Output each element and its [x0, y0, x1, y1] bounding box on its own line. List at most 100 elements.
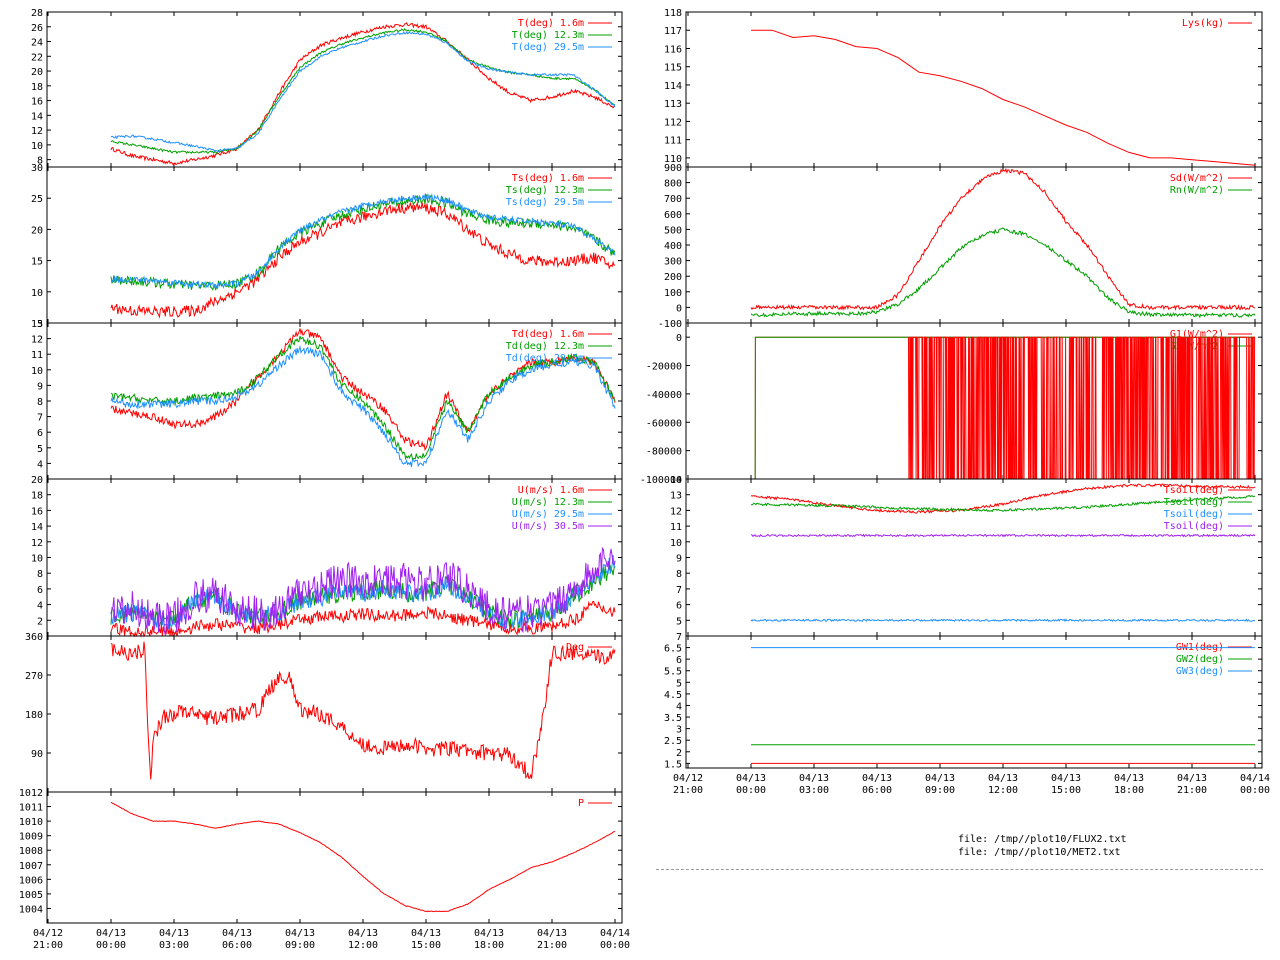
- legend-label: U(m/s) 12.3m: [512, 497, 584, 508]
- y-tick-label: 116: [664, 44, 682, 55]
- y-tick-label: 4: [37, 459, 43, 470]
- x-tick-label: 04/13: [799, 773, 829, 784]
- series-line: [110, 546, 616, 636]
- series-line: [110, 192, 616, 291]
- plot-frame: [685, 635, 1263, 769]
- legend-label: Td(deg) 29.5m: [506, 353, 584, 364]
- series-line: [750, 167, 1256, 311]
- x-tick-label: 04/14: [600, 928, 630, 939]
- legend-label: Deg: [566, 642, 584, 653]
- x-tick-label: 09:00: [285, 940, 315, 951]
- y-tick-label: 4: [37, 601, 43, 612]
- y-tick-label: 1008: [19, 846, 43, 857]
- y-tick-label: 90: [31, 749, 43, 760]
- y-tick-label: 6: [676, 655, 682, 666]
- series-line: [110, 328, 616, 451]
- x-tick-label: 04/13: [736, 773, 766, 784]
- y-tick-label: 111: [664, 136, 682, 147]
- y-tick-label: 16: [31, 97, 43, 108]
- y-tick-label: 8: [37, 569, 43, 580]
- y-tick-label: 16: [31, 506, 43, 517]
- legend-label: GW2(deg): [1176, 654, 1224, 665]
- x-tick-label: 04/13: [474, 928, 504, 939]
- y-tick-label: 270: [25, 671, 43, 682]
- x-tick-label: 12:00: [348, 940, 378, 951]
- y-tick-label: 7: [37, 413, 43, 424]
- y-tick-label: 5: [37, 319, 43, 330]
- series-line: [110, 600, 616, 638]
- y-tick-label: 18: [31, 82, 43, 93]
- x-tick-label: 04/13: [285, 928, 315, 939]
- x-tick-label: 04/14: [1240, 773, 1270, 784]
- x-tick-label: 04/12: [33, 928, 63, 939]
- chart-panel: -100 0 100 200 300 400 500 600 700 800 900 Sd(W/m^2…: [658, 163, 1263, 330]
- y-tick-label: 13: [670, 491, 682, 502]
- y-tick-label: 2.5: [664, 736, 682, 747]
- legend-label: Tsoil(deg): [1164, 509, 1224, 520]
- y-tick-label: 700: [664, 194, 682, 205]
- y-tick-label: 14: [31, 111, 43, 122]
- y-tick-label: 20: [31, 67, 43, 78]
- legend-label: Tsoil(deg): [1164, 485, 1224, 496]
- chart-panel: 90 180 270 360 Deg: [25, 632, 623, 793]
- y-tick-label: 180: [25, 710, 43, 721]
- y-tick-label: 6.5: [664, 644, 682, 655]
- y-tick-label: 112: [664, 117, 682, 128]
- separator-line: [656, 869, 1263, 870]
- legend-label: Sd(W/m^2): [1170, 173, 1224, 184]
- y-tick-label: 15: [31, 257, 43, 268]
- y-tick-label: 12: [670, 506, 682, 517]
- series-line: [110, 641, 616, 780]
- x-tick-label: 04/13: [988, 773, 1018, 784]
- y-tick-label: 25: [31, 194, 43, 205]
- x-tick-label: 04/13: [1051, 773, 1081, 784]
- y-tick-label: 4.5: [664, 690, 682, 701]
- y-tick-label: 30: [31, 163, 43, 174]
- chart-panel: 110 111 112 113 114 115 116 117 118 Lys(kg): [664, 8, 1263, 168]
- y-tick-label: 12: [31, 126, 43, 137]
- y-tick-label: 26: [31, 23, 43, 34]
- y-tick-label: 13: [31, 319, 43, 330]
- series-line: [110, 344, 616, 468]
- x-tick-label: 03:00: [799, 785, 829, 796]
- y-tick-label: -100: [658, 319, 682, 330]
- chart-panel: 1.522.533.544.555.566.57GW1(deg)GW2(deg)…: [664, 632, 1263, 770]
- x-tick-label: 06:00: [862, 785, 892, 796]
- legend-label: P: [578, 798, 584, 809]
- x-tick-label: 04/13: [537, 928, 567, 939]
- x-tick-label: 04/13: [222, 928, 252, 939]
- x-tick-label: 04/13: [1177, 773, 1207, 784]
- y-tick-label: 10: [31, 554, 43, 565]
- y-tick-label: 1011: [19, 803, 43, 814]
- x-tick-label: 04/13: [925, 773, 955, 784]
- y-tick-label: 14: [31, 522, 43, 533]
- x-tick-label: 15:00: [1051, 785, 1081, 796]
- x-tick-label: 21:00: [537, 940, 567, 951]
- legend-label: Ts(deg) 12.3m: [506, 185, 584, 196]
- y-tick-label: 9: [676, 554, 682, 565]
- y-tick-label: 14: [670, 475, 682, 486]
- series-line: [750, 494, 1256, 513]
- series-line: [908, 336, 1256, 480]
- x-tick-label: 06:00: [222, 940, 252, 951]
- y-tick-label: -100000: [640, 475, 682, 486]
- y-tick-label: 0: [676, 333, 682, 344]
- y-tick-label: 117: [664, 26, 682, 37]
- y-tick-label: 4: [676, 701, 682, 712]
- x-tick-label: 04/12: [673, 773, 703, 784]
- file-name: file: /tmp//plot10/FLUX2.txt: [958, 834, 1127, 845]
- plot-frame: [46, 635, 623, 793]
- series-line: [750, 618, 1256, 623]
- x-tick-label: 00:00: [600, 940, 630, 951]
- x-tick-label: 04/13: [348, 928, 378, 939]
- series-line: [750, 227, 1256, 319]
- series-line: [110, 22, 616, 166]
- y-tick-label: -40000: [646, 390, 682, 401]
- x-tick-label: 04/13: [96, 928, 126, 939]
- x-tick-label: 21:00: [33, 940, 63, 951]
- y-tick-label: 118: [664, 8, 682, 19]
- y-tick-label: 6: [37, 428, 43, 439]
- chart-panel: -100000 -80000 -60000 -40000 -20000 0 G1(W/m^2…: [640, 322, 1263, 486]
